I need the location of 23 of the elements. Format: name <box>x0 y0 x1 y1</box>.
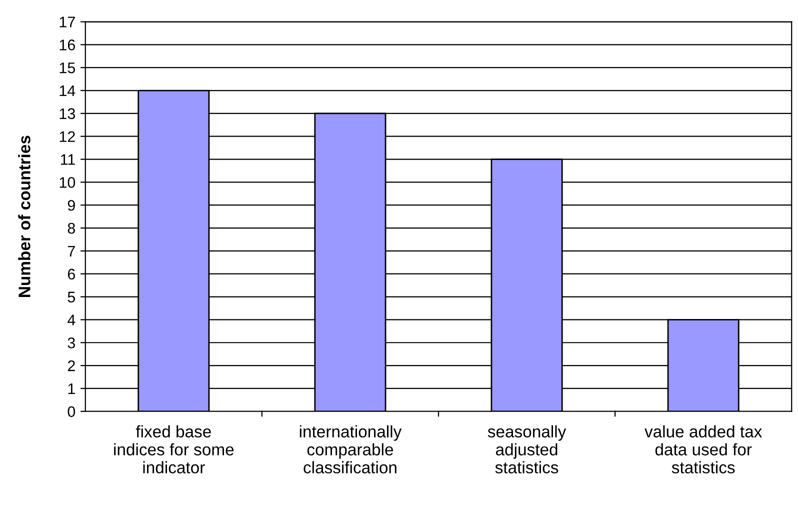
y-tick-label: 1 <box>68 383 75 394</box>
x-tick-label: seasonally adjusted statistics <box>488 425 566 474</box>
y-tick-label: 11 <box>60 154 75 165</box>
y-tick-label: 8 <box>68 222 75 234</box>
y-tick-label: 4 <box>68 314 76 326</box>
y-tick-label: 6 <box>68 268 75 280</box>
y-tick-label: 3 <box>68 337 75 348</box>
x-tick-label: value added tax data used for statistics <box>644 425 762 474</box>
y-tick-label: 7 <box>68 246 75 256</box>
x-tick-label: fixed base indices for some indicator <box>114 425 234 474</box>
y-tick-label: 13 <box>60 108 75 120</box>
y-tick-label: 5 <box>68 292 76 302</box>
y-axis-title: Number of countries <box>18 136 30 297</box>
y-tick-label: 17 <box>60 16 75 28</box>
y-tick-label: 14 <box>60 86 76 96</box>
y-tick-label: 10 <box>60 177 76 188</box>
y-tick-label: 15 <box>60 62 76 74</box>
y-tick-label: 0 <box>68 406 76 418</box>
y-tick-label: 9 <box>68 200 75 211</box>
x-tick-label: internationally comparable classification <box>300 425 402 474</box>
y-tick-label: 12 <box>60 131 75 142</box>
y-tick-label: 16 <box>60 40 75 50</box>
y-tick-label: 2 <box>68 360 75 372</box>
